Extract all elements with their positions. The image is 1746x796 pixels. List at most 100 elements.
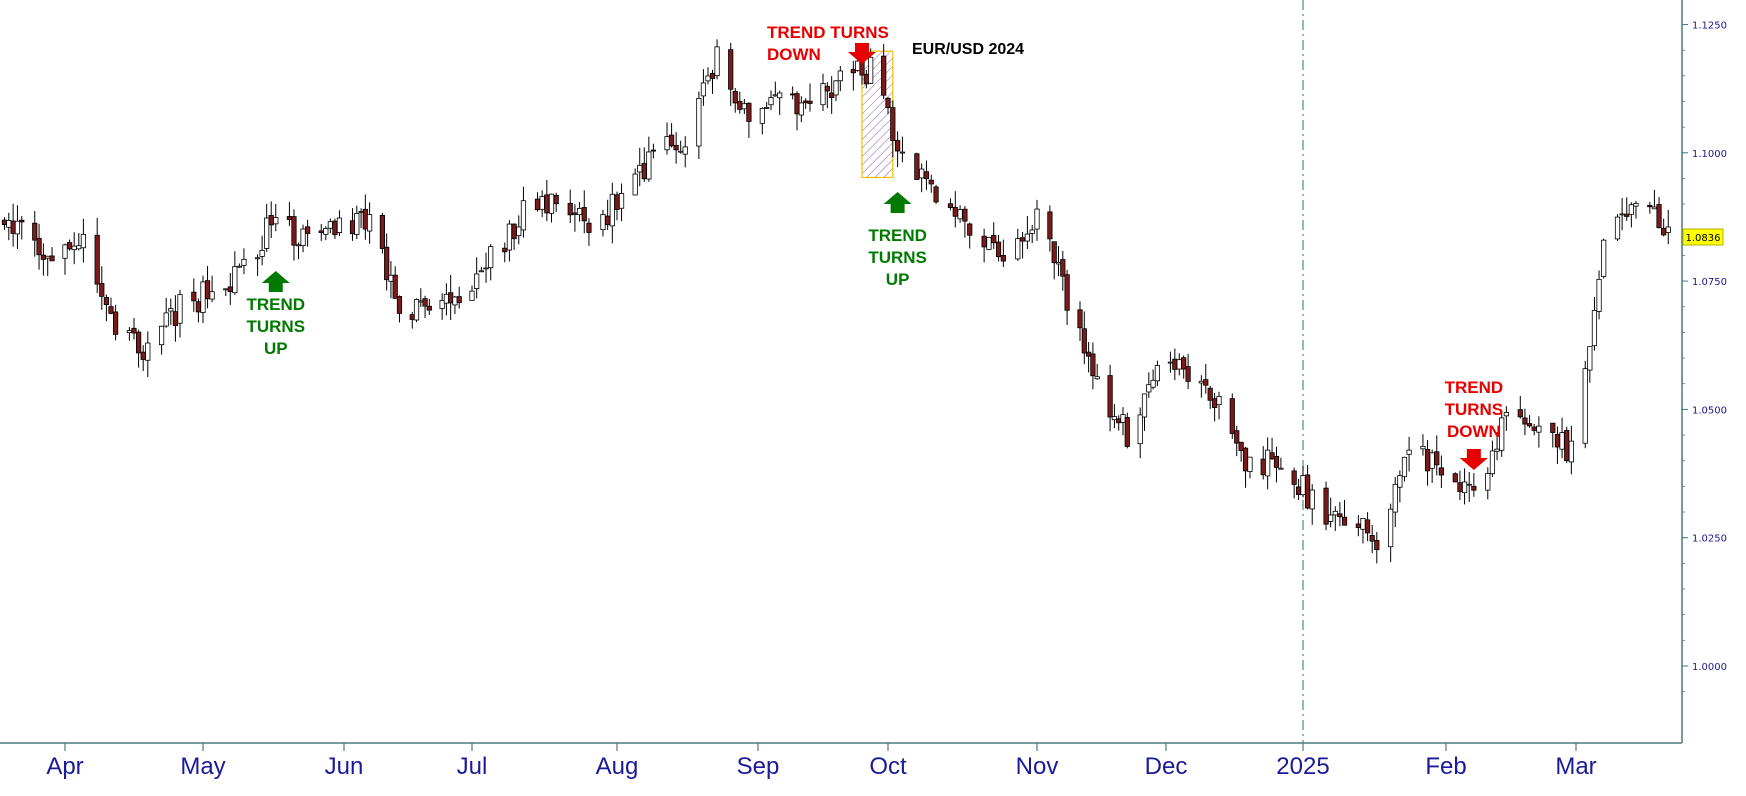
candle	[586, 218, 592, 246]
candle	[705, 67, 711, 85]
candle	[358, 208, 364, 229]
candle	[1489, 440, 1496, 477]
candle	[1064, 269, 1070, 325]
candle	[1457, 470, 1463, 500]
candle	[829, 76, 835, 114]
candle	[923, 160, 930, 190]
annotation-label: TURNS	[868, 248, 927, 267]
x-tick-label: Dec	[1145, 753, 1188, 780]
candle	[1, 217, 8, 230]
candle	[1000, 239, 1006, 268]
candle	[300, 224, 306, 253]
candle	[268, 201, 274, 239]
trend-up-annotation: TREND TURNS UP	[868, 192, 927, 289]
annotation-label: TREND	[868, 226, 927, 245]
candle	[1090, 342, 1096, 390]
y-axis: 1.0000 1.0250 1.0500 1.0750 1.1000 1.1250	[1682, 21, 1727, 693]
x-tick-label: Sep	[737, 753, 780, 780]
candle	[1614, 214, 1621, 242]
candle	[1081, 311, 1087, 365]
candle	[947, 198, 954, 211]
candle	[1111, 404, 1117, 429]
candle	[254, 254, 261, 277]
candle	[1582, 361, 1588, 449]
candle	[1141, 393, 1148, 431]
x-tick-label: Oct	[869, 753, 907, 780]
candle	[236, 263, 242, 268]
candle	[728, 42, 734, 106]
candle	[36, 223, 42, 270]
candle	[567, 189, 573, 223]
candle	[1015, 228, 1021, 261]
candle	[168, 298, 174, 325]
candle	[1554, 426, 1561, 464]
candle	[191, 278, 197, 312]
candle	[204, 266, 211, 309]
candle	[1522, 408, 1528, 436]
candle	[1568, 425, 1574, 475]
candle	[1150, 369, 1156, 390]
candle	[520, 186, 527, 238]
x-axis: Apr May Jun Jul Aug Sep Oct Nov Dec 2025 Feb Mar	[46, 743, 1597, 780]
candle	[227, 272, 233, 305]
candle	[1485, 467, 1491, 500]
candle	[837, 66, 843, 92]
candle	[1624, 197, 1630, 221]
candle	[794, 91, 800, 131]
candle	[362, 194, 368, 240]
candle	[273, 204, 279, 232]
trend-down-annotation: TREND TURNS DOWN	[1445, 378, 1503, 470]
candle	[986, 236, 992, 251]
candle	[650, 143, 656, 159]
candle	[764, 101, 770, 110]
candles	[1, 39, 1671, 564]
candle	[10, 203, 16, 247]
candle	[1116, 415, 1122, 431]
y-tick-label: 1.0500	[1692, 405, 1727, 416]
candle	[1596, 270, 1602, 320]
candle	[1355, 515, 1361, 537]
candle	[516, 215, 522, 245]
candle	[885, 97, 891, 115]
candle	[1656, 197, 1662, 229]
candle	[1360, 517, 1366, 544]
y-tick-label: 1.0000	[1692, 662, 1727, 673]
candle	[1471, 473, 1477, 497]
candle	[99, 266, 105, 311]
candle	[1406, 436, 1412, 472]
candle	[1051, 241, 1057, 280]
candle	[1424, 440, 1431, 486]
candle	[1238, 441, 1244, 462]
candle	[392, 266, 398, 300]
candle	[696, 91, 702, 159]
candle	[336, 210, 343, 237]
candle	[928, 174, 934, 193]
candle	[62, 243, 68, 275]
candle	[553, 192, 559, 212]
x-tick-label: Feb	[1425, 753, 1466, 780]
candle	[1146, 372, 1152, 398]
candle	[798, 96, 804, 123]
candle	[759, 107, 765, 135]
candle	[741, 98, 747, 115]
candle	[1651, 189, 1658, 210]
candle	[1247, 456, 1253, 479]
candle	[632, 168, 638, 196]
candle	[19, 216, 25, 240]
candle	[933, 184, 939, 204]
candle	[600, 209, 606, 237]
x-tick-label: Apr	[46, 753, 83, 780]
candle	[890, 100, 896, 158]
annotation-label: DOWN	[767, 45, 821, 64]
candle	[1124, 412, 1130, 449]
candle	[502, 242, 508, 263]
x-tick-label: Jun	[325, 753, 364, 780]
candle	[572, 204, 578, 232]
candle	[76, 233, 82, 251]
x-tick-label: May	[180, 753, 225, 780]
candle	[1526, 415, 1533, 428]
candle	[323, 226, 329, 241]
candle	[40, 243, 46, 276]
candle	[232, 251, 238, 295]
